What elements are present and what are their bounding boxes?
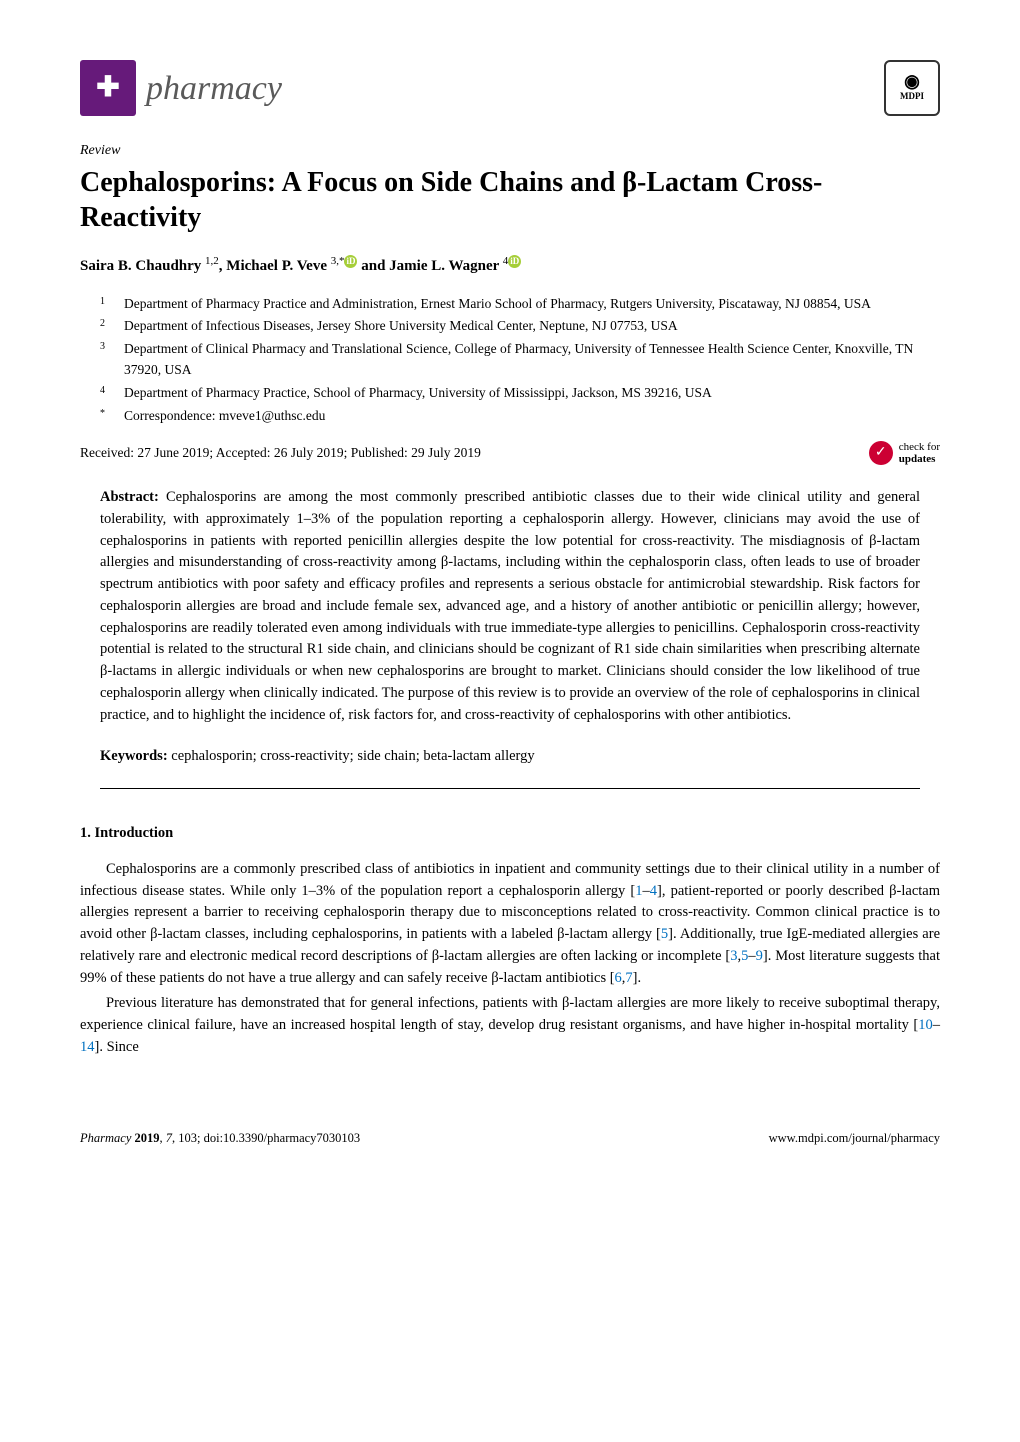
author-3-name: Jamie L. Wagner [389,258,499,274]
section-1-heading: 1. Introduction [80,823,940,845]
updates-line1: check for [899,441,940,453]
abstract-text: Cephalosporins are among the most common… [100,489,920,723]
keywords-text: cephalosporin; cross-reactivity; side ch… [171,748,534,764]
affiliation-4: 4 Department of Pharmacy Practice, School… [100,383,940,404]
affiliations-list: 1 Department of Pharmacy Practice and Adm… [100,294,940,428]
divider [100,788,920,789]
article-type: Review [80,140,940,161]
ref-link[interactable]: 9 [756,948,763,964]
journal-name: pharmacy [146,63,282,114]
author-1-name: Saira B. Chaudhry [80,258,201,274]
updates-icon: ✓ [869,441,893,465]
orcid-icon[interactable]: iD [508,255,521,268]
abstract: Abstract: Cephalosporins are among the m… [80,487,940,726]
ref-link[interactable]: 7 [625,970,632,986]
publisher-logo: ◉ MDPI [884,60,940,116]
authors-line: Saira B. Chaudhry 1,2, Michael P. Veve 3… [80,253,940,278]
correspondence: * Correspondence: mveve1@uthsc.edu [100,406,940,427]
ref-link[interactable]: 4 [650,883,657,899]
ref-link[interactable]: 10 [918,1017,933,1033]
journal-logo: ✚ pharmacy [80,60,282,116]
aff-text: Department of Infectious Diseases, Jerse… [124,316,678,337]
aff-text: Department of Pharmacy Practice and Admi… [124,294,871,315]
page-footer: Pharmacy 2019, 7, 103; doi:10.3390/pharm… [80,1129,940,1148]
orcid-icon[interactable]: iD [344,255,357,268]
author-2-sup: 3,* [331,255,345,267]
journal-icon-glyph: ✚ [96,67,119,109]
text: ]. [633,970,641,986]
journal-icon: ✚ [80,60,136,116]
intro-para-2: Previous literature has demonstrated tha… [80,993,940,1058]
mdpi-icon: ◉ [904,72,920,90]
aff-text: Department of Clinical Pharmacy and Tran… [124,339,940,381]
keywords-label: Keywords: [100,748,168,764]
keywords: Keywords: cephalosporin; cross-reactivit… [80,746,940,768]
author-2-name: Michael P. Veve [226,258,327,274]
text: – [933,1017,940,1033]
affiliation-2: 2 Department of Infectious Diseases, Jers… [100,316,940,337]
dates-row: Received: 27 June 2019; Accepted: 26 Jul… [80,441,940,465]
aff-num: 1 [100,294,110,315]
text: ]. Since [95,1039,139,1055]
affiliation-3: 3 Department of Clinical Pharmacy and Tra… [100,339,940,381]
text: Previous literature has demonstrated tha… [80,995,940,1033]
footer-url[interactable]: www.mdpi.com/journal/pharmacy [769,1129,940,1148]
affiliation-1: 1 Department of Pharmacy Practice and Adm… [100,294,940,315]
aff-num: 2 [100,316,110,337]
aff-num: 4 [100,383,110,404]
publication-dates: Received: 27 June 2019; Accepted: 26 Jul… [80,443,481,463]
author-1-sup: 1,2 [205,255,219,267]
footer-citation: Pharmacy 2019, 7, 103; doi:10.3390/pharm… [80,1129,360,1148]
text: – [643,883,650,899]
page-header: ✚ pharmacy ◉ MDPI [80,60,940,116]
article-title: Cephalosporins: A Focus on Side Chains a… [80,165,940,235]
ref-link[interactable]: 1 [635,883,642,899]
ref-link[interactable]: 6 [615,970,622,986]
check-updates-badge[interactable]: ✓ check for updates [869,441,940,465]
aff-num: * [100,406,110,427]
abstract-label: Abstract: [100,489,159,505]
ref-link[interactable]: 14 [80,1039,95,1055]
aff-text: Department of Pharmacy Practice, School … [124,383,712,404]
updates-line2: updates [899,453,940,465]
intro-para-1: Cephalosporins are a commonly prescribed… [80,859,940,990]
ref-link[interactable]: 3 [730,948,737,964]
aff-num: 3 [100,339,110,381]
text: – [748,948,755,964]
aff-text: Correspondence: mveve1@uthsc.edu [124,406,325,427]
publisher-name: MDPI [900,90,924,104]
